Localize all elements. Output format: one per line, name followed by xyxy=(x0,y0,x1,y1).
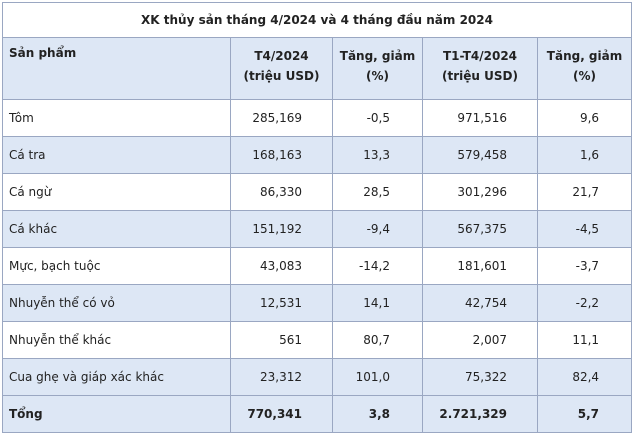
table-row: Cá tra 168,163 13,3 579,458 1,6 xyxy=(2,136,633,174)
header-chg2-line2: (%) xyxy=(573,69,597,83)
header-chg1-line2: (%) xyxy=(366,69,389,83)
total-t4: 770,341 xyxy=(230,395,333,433)
cell-product: Cá tra xyxy=(2,136,231,174)
header-t1t4-line2: (triệu USD) xyxy=(442,69,518,83)
cell-t4: 23,312 xyxy=(230,358,333,396)
header-change-ytd: Tăng, giảm (%) xyxy=(536,37,633,100)
cell-t1t4: 2,007 xyxy=(422,321,538,359)
table-row: Cá ngừ 86,330 28,5 301,296 21,7 xyxy=(2,173,633,211)
cell-chg2: 9,6 xyxy=(536,99,633,137)
cell-product: Nhuyễn thể có vỏ xyxy=(2,284,231,322)
cell-t1t4: 42,754 xyxy=(422,284,538,322)
total-chg1: 3,8 xyxy=(332,395,423,433)
cell-t1t4: 301,296 xyxy=(422,173,538,211)
header-t4-line2: (triệu USD) xyxy=(243,69,320,83)
cell-chg1: 101,0 xyxy=(332,358,423,396)
cell-t4: 168,163 xyxy=(230,136,333,174)
header-product: Sản phẩm xyxy=(2,37,231,100)
cell-product: Cua ghẹ và giáp xác khác xyxy=(2,358,231,396)
table-row: Cua ghẹ và giáp xác khác 23,312 101,0 75… xyxy=(2,358,633,396)
cell-t1t4: 567,375 xyxy=(422,210,538,248)
header-t1t4-line1: T1-T4/2024 xyxy=(442,49,518,63)
total-row: Tổng 770,341 3,8 2.721,329 5,7 xyxy=(2,395,633,433)
cell-chg2: -4,5 xyxy=(536,210,633,248)
table-row: Tôm 285,169 -0,5 971,516 9,6 xyxy=(2,99,633,137)
table-row: Mực, bạch tuộc 43,083 -14,2 181,601 -3,7 xyxy=(2,247,633,285)
cell-chg1: 80,7 xyxy=(332,321,423,359)
cell-chg1: -0,5 xyxy=(332,99,423,137)
cell-t1t4: 971,516 xyxy=(422,99,538,137)
cell-chg1: -14,2 xyxy=(332,247,423,285)
cell-t4: 86,330 xyxy=(230,173,333,211)
cell-chg2: 11,1 xyxy=(536,321,633,359)
cell-t1t4: 75,322 xyxy=(422,358,538,396)
total-t1t4: 2.721,329 xyxy=(422,395,538,433)
header-t1t4: T1-T4/2024 (triệu USD) xyxy=(422,37,538,100)
total-label: Tổng xyxy=(2,395,231,433)
cell-product: Cá ngừ xyxy=(2,173,231,211)
cell-t1t4: 579,458 xyxy=(422,136,538,174)
cell-chg1: 14,1 xyxy=(332,284,423,322)
header-chg2-line1: Tăng, giảm xyxy=(546,49,623,63)
cell-chg1: -9,4 xyxy=(332,210,423,248)
cell-chg2: -2,2 xyxy=(536,284,633,322)
header-t4-line1: T4/2024 xyxy=(254,49,309,63)
cell-t4: 43,083 xyxy=(230,247,333,285)
table-title: XK thủy sản tháng 4/2024 và 4 tháng đầu … xyxy=(1,2,633,38)
cell-t4: 12,531 xyxy=(230,284,333,322)
cell-t4: 285,169 xyxy=(230,99,333,137)
table-row: Nhuyễn thể khác 561 80,7 2,007 11,1 xyxy=(2,321,633,359)
cell-chg2: 82,4 xyxy=(536,358,633,396)
total-chg2: 5,7 xyxy=(536,395,633,433)
header-change-month: Tăng, giảm (%) xyxy=(332,37,423,100)
header-t4: T4/2024 (triệu USD) xyxy=(230,37,333,100)
cell-product: Tôm xyxy=(2,99,231,137)
table-row: Cá khác 151,192 -9,4 567,375 -4,5 xyxy=(2,210,633,248)
cell-t4: 561 xyxy=(230,321,333,359)
cell-t1t4: 181,601 xyxy=(422,247,538,285)
cell-chg2: 21,7 xyxy=(536,173,633,211)
cell-chg1: 13,3 xyxy=(332,136,423,174)
cell-product: Mực, bạch tuộc xyxy=(2,247,231,285)
cell-product: Nhuyễn thể khác xyxy=(2,321,231,359)
header-chg1-line1: Tăng, giảm xyxy=(339,49,416,63)
cell-chg2: 1,6 xyxy=(536,136,633,174)
table-row: Nhuyễn thể có vỏ 12,531 14,1 42,754 -2,2 xyxy=(2,284,633,322)
header-row: Sản phẩm T4/2024 (triệu USD) Tăng, giảm (%… xyxy=(2,37,633,100)
cell-product: Cá khác xyxy=(2,210,231,248)
cell-chg2: -3,7 xyxy=(536,247,633,285)
cell-chg1: 28,5 xyxy=(332,173,423,211)
cell-t4: 151,192 xyxy=(230,210,333,248)
